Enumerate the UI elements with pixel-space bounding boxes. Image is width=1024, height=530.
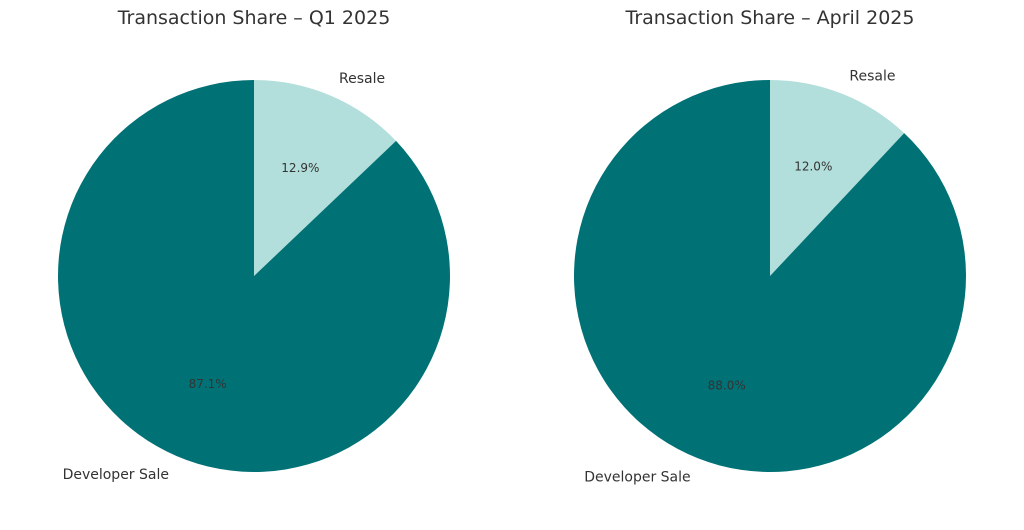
pie-slice-developer-sale [57,80,451,473]
pie-slice-resale [254,80,397,276]
pie-chart-april: Transaction Share – April 2025 Resale De… [573,7,967,485]
slice-label-resale: Resale [339,71,385,87]
chart-title: Transaction Share – Q1 2025 [117,7,391,29]
slice-label-developer-sale: Developer Sale [63,467,169,483]
slice-label-resale: Resale [849,69,895,85]
slice-label-developer-sale: Developer Sale [584,469,690,485]
slice-pct-resale: 12.0% [794,160,832,174]
chart-title: Transaction Share – April 2025 [625,7,915,29]
pie-chart-q1: Transaction Share – Q1 2025 Resale Devel… [57,7,451,483]
slice-pct-developer-sale: 87.1% [189,377,227,391]
slice-pct-developer-sale: 88.0% [708,378,746,392]
pie-slice-resale [770,80,905,276]
slice-pct-resale: 12.9% [281,161,319,175]
pie-slice-developer-sale [573,80,967,472]
